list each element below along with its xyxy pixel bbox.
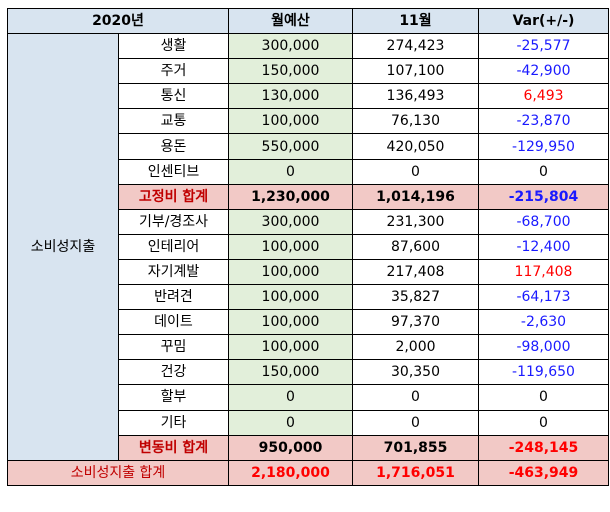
table-row: 꾸밈 100,000 2,000 -98,000 (8, 334, 609, 361)
item-cell[interactable]: 기부/경조사 (118, 208, 229, 235)
actual-cell[interactable]: 0 (352, 384, 479, 411)
item-cell[interactable]: 용돈 (118, 133, 229, 160)
budget-cell[interactable]: 0 (228, 409, 353, 436)
actual-cell[interactable]: 87,600 (352, 233, 479, 260)
variance-cell[interactable]: 0 (478, 409, 609, 436)
item-cell[interactable]: 인테리어 (118, 233, 229, 260)
variance-cell[interactable]: -119,650 (478, 359, 609, 386)
actual-cell[interactable]: 2,000 (352, 334, 479, 361)
subtotal-label[interactable]: 고정비 합계 (118, 183, 229, 210)
budget-cell[interactable]: 130,000 (228, 83, 353, 110)
budget-cell[interactable]: 550,000 (228, 133, 353, 160)
actual-cell[interactable]: 136,493 (352, 83, 479, 110)
header-row: 2020년 월예산 11월 Var(+/-) (7, 7, 609, 35)
budget-cell[interactable]: 100,000 (228, 334, 353, 361)
variance-header[interactable]: Var(+/-) (478, 7, 609, 35)
table-row: 할부 0 0 0 (8, 384, 609, 411)
total-variance[interactable]: -463,949 (478, 459, 609, 486)
variance-cell[interactable]: -42,900 (478, 58, 609, 85)
subtotal-label[interactable]: 변동비 합계 (118, 434, 229, 461)
actual-cell[interactable]: 274,423 (352, 33, 479, 60)
item-cell[interactable]: 자기계발 (118, 258, 229, 286)
table-row: 인센티브 0 0 0 (8, 158, 609, 185)
total-label[interactable]: 소비성지출 합계 (7, 459, 229, 486)
item-cell[interactable]: 할부 (118, 384, 229, 411)
variance-cell[interactable]: -23,870 (478, 108, 609, 135)
table-row: 소비성지출 생활 300,000 274,423 -25,577 (7, 33, 609, 461)
item-cell[interactable]: 건강 (118, 359, 229, 386)
grand-total-row: 소비성지출 합계 2,180,000 1,716,051 -463,949 (7, 459, 609, 486)
item-cell[interactable]: 데이트 (118, 309, 229, 336)
actual-cell[interactable]: 35,827 (352, 284, 479, 311)
variance-cell[interactable]: 0 (478, 158, 609, 185)
actual-cell[interactable]: 30,350 (352, 359, 479, 386)
actual-cell[interactable]: 231,300 (352, 208, 479, 235)
subtotal-variance[interactable]: -215,804 (478, 183, 609, 210)
actual-cell[interactable]: 420,050 (352, 133, 479, 160)
budget-cell[interactable]: 100,000 (228, 309, 353, 336)
subtotal-budget[interactable]: 1,230,000 (228, 183, 353, 210)
month-header[interactable]: 11월 (352, 7, 479, 35)
actual-cell[interactable]: 0 (352, 409, 479, 436)
table-row: 기부/경조사 300,000 231,300 -68,700 (8, 208, 609, 235)
variance-cell[interactable]: 6,493 (478, 83, 609, 110)
item-cell[interactable]: 통신 (118, 83, 229, 110)
variance-cell[interactable]: 117,408 (478, 258, 609, 286)
budget-cell[interactable]: 0 (228, 158, 353, 185)
actual-cell[interactable]: 0 (352, 158, 479, 185)
actual-cell[interactable]: 76,130 (352, 108, 479, 135)
budget-cell[interactable]: 150,000 (228, 359, 353, 386)
table-row: 자기계발 100,000 217,408 117,408 (8, 258, 609, 286)
table-row: 통신 130,000 136,493 6,493 (8, 83, 609, 110)
budget-header[interactable]: 월예산 (228, 7, 353, 35)
variance-cell[interactable]: -98,000 (478, 334, 609, 361)
subtotal-variance[interactable]: -248,145 (478, 434, 609, 461)
budget-cell[interactable]: 100,000 (228, 258, 353, 286)
actual-cell[interactable]: 217,408 (352, 258, 479, 286)
budget-cell[interactable]: 100,000 (228, 233, 353, 260)
table-row: 건강 150,000 30,350 -119,650 (8, 359, 609, 386)
item-cell[interactable]: 반려견 (118, 284, 229, 311)
variance-cell[interactable]: -129,950 (478, 133, 609, 160)
item-cell[interactable]: 주거 (118, 58, 229, 85)
table-row: 인테리어 100,000 87,600 -12,400 (8, 233, 609, 260)
total-actual[interactable]: 1,716,051 (352, 459, 479, 486)
budget-cell[interactable]: 0 (228, 384, 353, 411)
subtotal-budget[interactable]: 950,000 (228, 434, 353, 461)
actual-cell[interactable]: 97,370 (352, 309, 479, 336)
variance-cell[interactable]: -25,577 (478, 33, 609, 60)
variance-cell[interactable]: -68,700 (478, 208, 609, 235)
variance-cell[interactable]: -2,630 (478, 309, 609, 336)
item-cell[interactable]: 꾸밈 (118, 334, 229, 361)
item-cell[interactable]: 생활 (118, 33, 229, 60)
variance-cell[interactable]: -64,173 (478, 284, 609, 311)
table-row: 용돈 550,000 420,050 -129,950 (8, 133, 609, 160)
subtotal-actual[interactable]: 701,855 (352, 434, 479, 461)
table-row: 기타 0 0 0 (8, 409, 609, 436)
table-row: 교통 100,000 76,130 -23,870 (8, 108, 609, 135)
item-cell[interactable]: 기타 (118, 409, 229, 436)
table-row: 반려견 100,000 35,827 -64,173 (8, 284, 609, 311)
variance-cell[interactable]: 0 (478, 384, 609, 411)
item-cell[interactable]: 교통 (118, 108, 229, 135)
total-budget[interactable]: 2,180,000 (228, 459, 353, 486)
fixed-subtotal-row: 고정비 합계 1,230,000 1,014,196 -215,804 (8, 183, 609, 210)
actual-cell[interactable]: 107,100 (352, 58, 479, 85)
budget-table: 2020년 월예산 11월 Var(+/-) 소비성지출 생활 300,000 274… (7, 7, 609, 486)
budget-sheet: 2020년 월예산 11월 Var(+/-) 소비성지출 생활 300,000 274… (7, 7, 609, 486)
item-cell[interactable]: 인센티브 (118, 158, 229, 185)
budget-cell[interactable]: 100,000 (228, 108, 353, 135)
variance-cell[interactable]: -12,400 (478, 233, 609, 260)
variable-subtotal-row: 변동비 합계 950,000 701,855 -248,145 (8, 434, 609, 461)
budget-cell[interactable]: 300,000 (228, 208, 353, 235)
table-row: 데이트 100,000 97,370 -2,630 (8, 309, 609, 336)
subtotal-actual[interactable]: 1,014,196 (352, 183, 479, 210)
budget-cell[interactable]: 300,000 (228, 33, 353, 60)
year-header[interactable]: 2020년 (7, 7, 229, 35)
budget-cell[interactable]: 150,000 (228, 58, 353, 85)
table-row: 주거 150,000 107,100 -42,900 (8, 58, 609, 85)
category-label[interactable]: 소비성지출 (7, 33, 119, 461)
budget-cell[interactable]: 100,000 (228, 284, 353, 311)
